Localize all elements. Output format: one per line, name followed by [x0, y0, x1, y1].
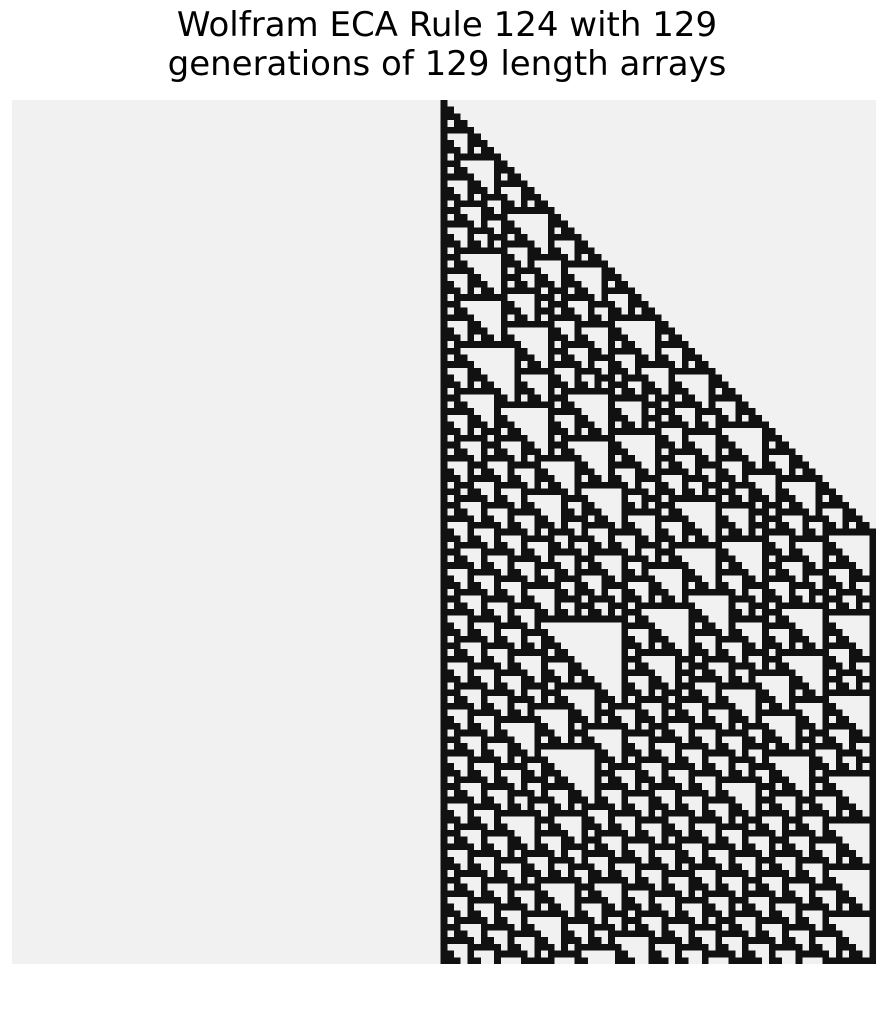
- title-line-2: generations of 129 length arrays: [0, 45, 894, 84]
- title-line-1: Wolfram ECA Rule 124 with 129: [0, 6, 894, 45]
- cellular-automaton-grid: [12, 100, 876, 964]
- figure-title: Wolfram ECA Rule 124 with 129 generation…: [0, 6, 894, 84]
